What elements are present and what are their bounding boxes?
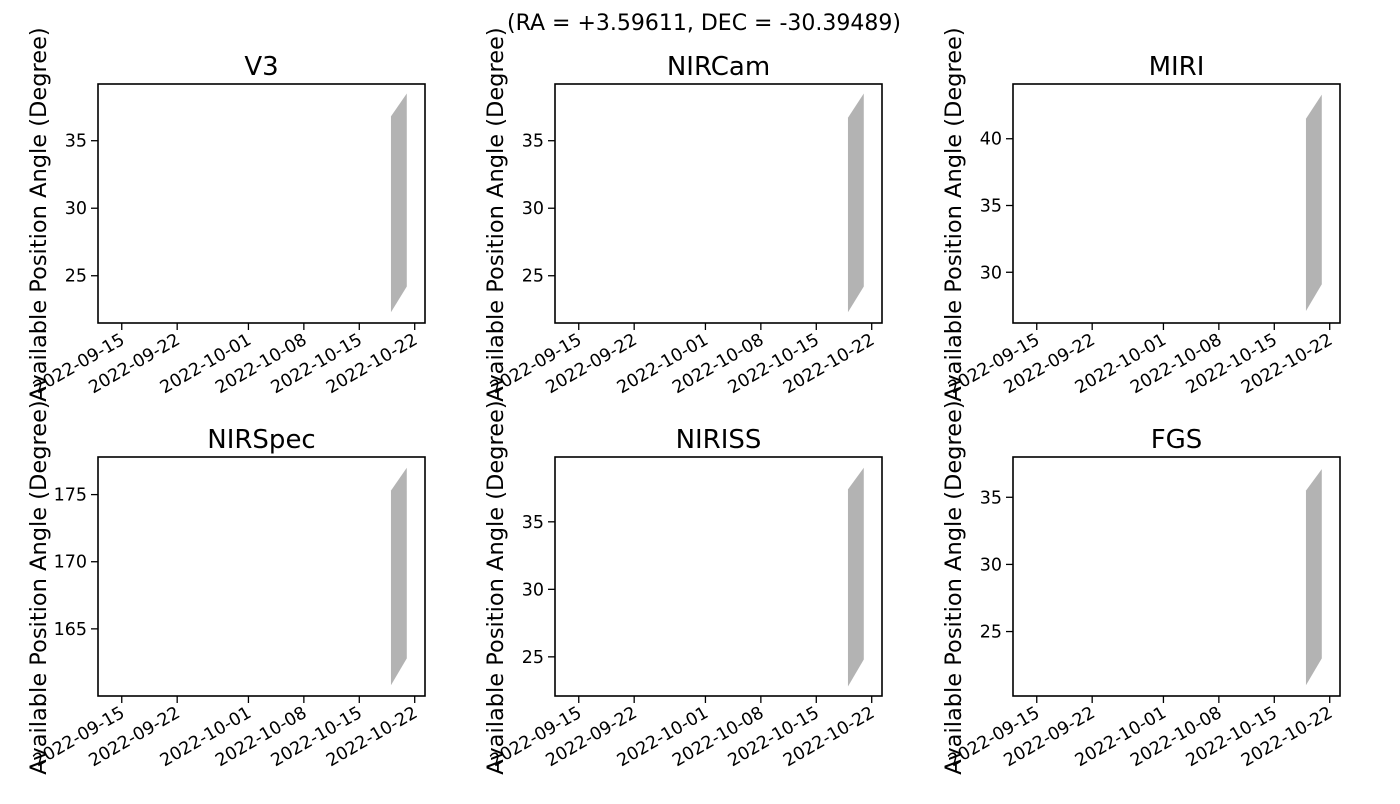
- subplot-title: NIRISS: [676, 425, 762, 455]
- availability-band: [847, 467, 864, 687]
- y-tick-label: 30: [980, 555, 1002, 575]
- availability-band: [390, 93, 407, 313]
- y-tick-label: 30: [522, 580, 544, 600]
- subplot-title: FGS: [1151, 425, 1203, 455]
- y-axis-label: Available Position Angle (Degree): [483, 400, 509, 774]
- y-tick-label: 35: [980, 197, 1002, 217]
- subplot-v3: V32530352022-09-152022-09-222022-10-0120…: [26, 27, 426, 402]
- y-tick-label: 30: [980, 263, 1002, 283]
- axes-frame: [1012, 83, 1341, 324]
- subplot-title: NIRSpec: [207, 425, 315, 455]
- axes-frame: [97, 83, 426, 324]
- availability-band: [390, 467, 407, 686]
- y-axis-label: Available Position Angle (Degree): [941, 27, 967, 401]
- axes-frame: [1012, 456, 1341, 697]
- availability-band: [847, 93, 864, 313]
- y-tick-label: 40: [980, 130, 1002, 150]
- y-tick-label: 35: [980, 488, 1002, 508]
- y-tick-label: 35: [522, 513, 544, 533]
- axes-frame: [554, 456, 883, 697]
- subplot-fgs: FGS2530352022-09-152022-09-222022-10-012…: [941, 400, 1341, 775]
- figure-suptitle: (RA = +3.59611, DEC = -30.39489): [507, 11, 901, 36]
- subplot-title: MIRI: [1149, 52, 1205, 82]
- subplot-title: V3: [244, 52, 278, 82]
- y-axis-label: Available Position Angle (Degree): [26, 400, 52, 774]
- availability-band: [1305, 469, 1322, 686]
- y-axis-label: Available Position Angle (Degree): [941, 400, 967, 774]
- y-tick-label: 25: [65, 267, 87, 287]
- y-tick-label: 30: [65, 199, 87, 219]
- y-axis-label: Available Position Angle (Degree): [483, 27, 509, 401]
- subplot-nirspec: NIRSpec1651701752022-09-152022-09-222022…: [26, 400, 426, 775]
- subplot-title: NIRCam: [667, 52, 770, 82]
- y-tick-label: 25: [522, 267, 544, 287]
- y-tick-label: 165: [54, 620, 87, 640]
- subplot-miri: MIRI3035402022-09-152022-09-222022-10-01…: [941, 27, 1341, 402]
- axes-frame: [554, 83, 883, 324]
- axes-frame: [97, 456, 426, 697]
- y-tick-label: 25: [522, 648, 544, 668]
- y-tick-label: 25: [980, 623, 1002, 643]
- y-tick-label: 30: [522, 199, 544, 219]
- y-tick-label: 175: [54, 486, 87, 506]
- subplot-niriss: NIRISS2530352022-09-152022-09-222022-10-…: [483, 400, 883, 775]
- subplot-nircam: NIRCam2530352022-09-152022-09-222022-10-…: [483, 27, 883, 402]
- y-tick-label: 170: [54, 553, 87, 573]
- y-tick-label: 35: [522, 132, 544, 152]
- y-axis-label: Available Position Angle (Degree): [26, 27, 52, 401]
- y-tick-label: 35: [65, 132, 87, 152]
- availability-band: [1305, 94, 1322, 311]
